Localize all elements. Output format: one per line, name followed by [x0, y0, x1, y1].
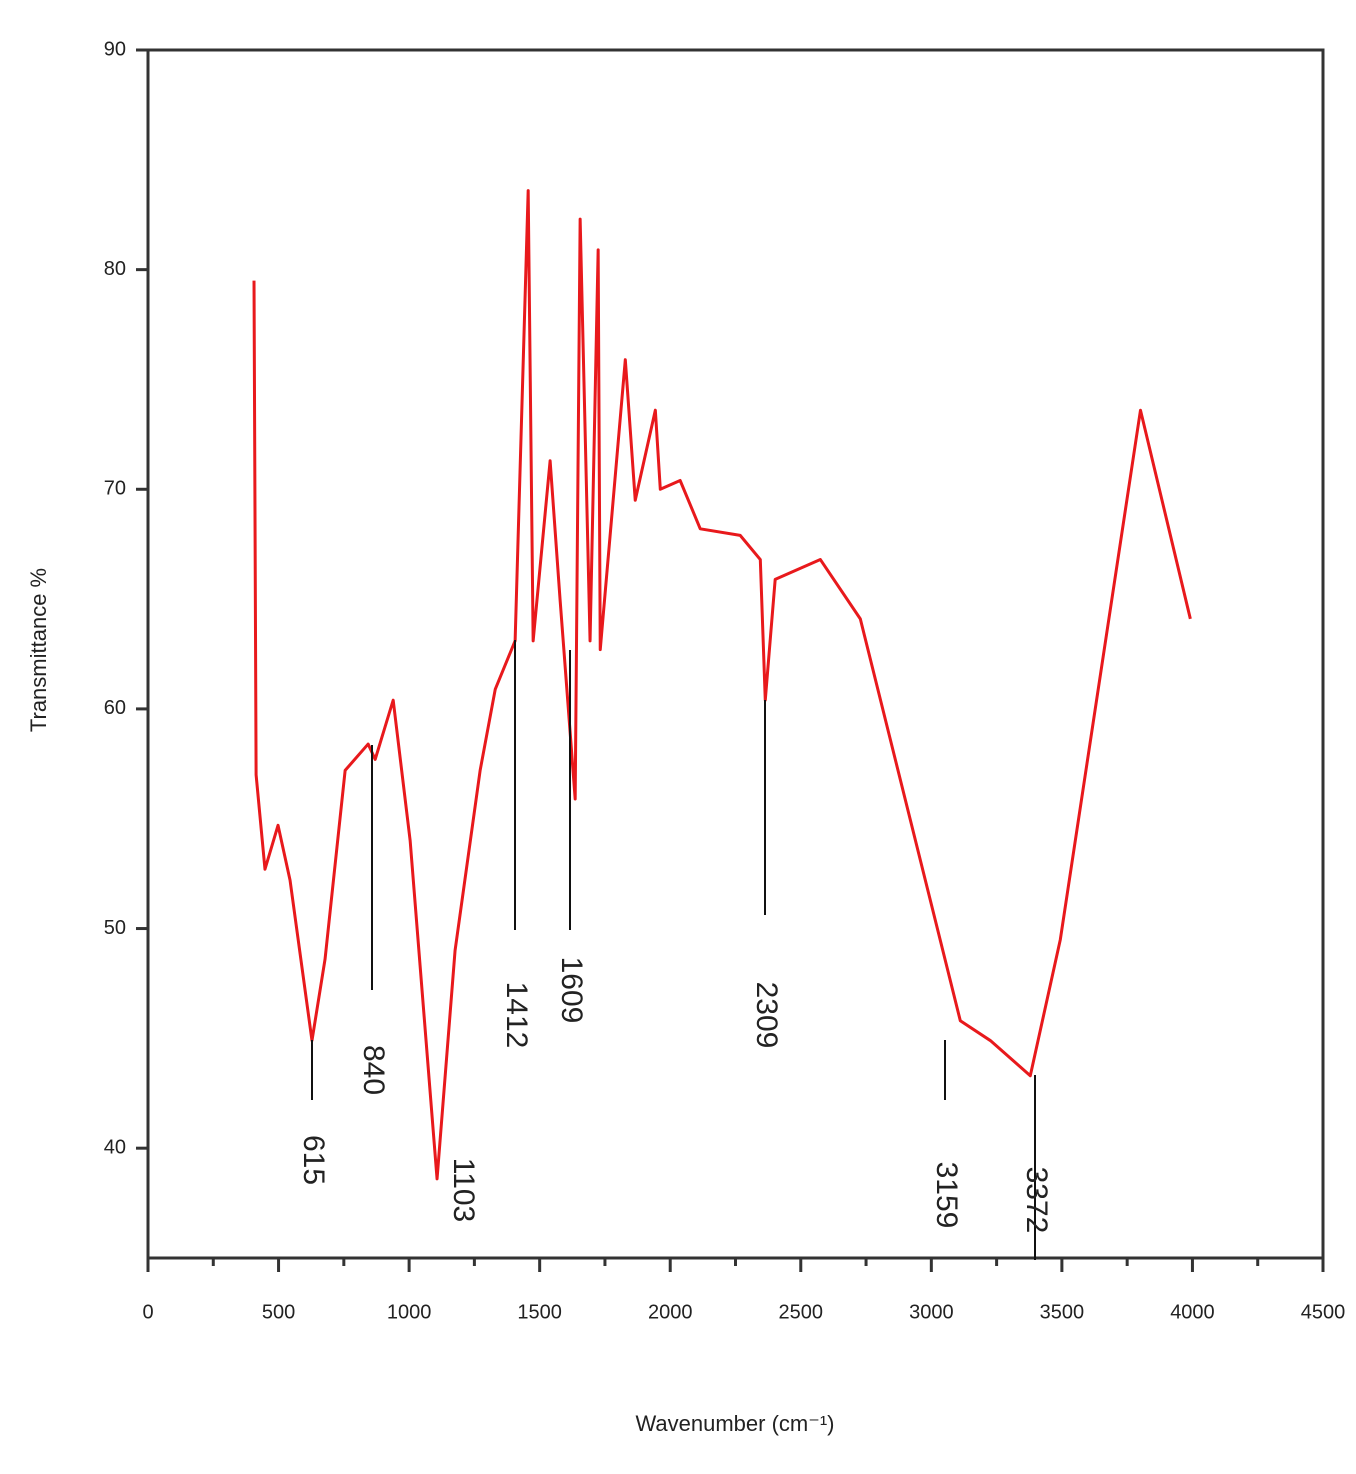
x-axis-label: Wavenumber (cm⁻¹) — [635, 1411, 834, 1436]
x-tick-label: 4500 — [1301, 1301, 1346, 1323]
x-tick-label: 2000 — [648, 1301, 693, 1323]
annotation-label: 1103 — [447, 1158, 480, 1223]
annotation-label: 3372 — [1020, 1167, 1053, 1234]
annotation-label: 2309 — [750, 982, 783, 1049]
y-tick-label: 60 — [104, 697, 126, 719]
y-tick-label: 70 — [104, 478, 126, 500]
y-axis-label: Transmittance % — [26, 568, 51, 732]
x-tick-label: 500 — [262, 1301, 295, 1323]
x-tick-label: 0 — [142, 1301, 153, 1323]
x-tick-label: 3000 — [909, 1301, 954, 1323]
y-tick-label: 50 — [104, 917, 126, 939]
x-tick-label: 4000 — [1170, 1301, 1215, 1323]
plot-frame — [146, 48, 1325, 1260]
annotation-label: 840 — [357, 1045, 390, 1095]
y-tick-label: 40 — [104, 1136, 126, 1158]
y-tick-label: 90 — [104, 38, 126, 60]
annotation-label: 615 — [297, 1135, 330, 1185]
y-tick-label: 80 — [104, 258, 126, 280]
x-tick-label: 1500 — [517, 1301, 562, 1323]
x-tick-label: 1000 — [387, 1301, 432, 1323]
annotation-label: 1412 — [500, 982, 533, 1049]
annotation-label: 1609 — [555, 957, 588, 1024]
x-tick-label: 2500 — [779, 1301, 824, 1323]
spectrum-line — [252, 189, 1192, 1181]
annotation-label: 3159 — [930, 1162, 963, 1229]
x-tick-label: 3500 — [1040, 1301, 1085, 1323]
